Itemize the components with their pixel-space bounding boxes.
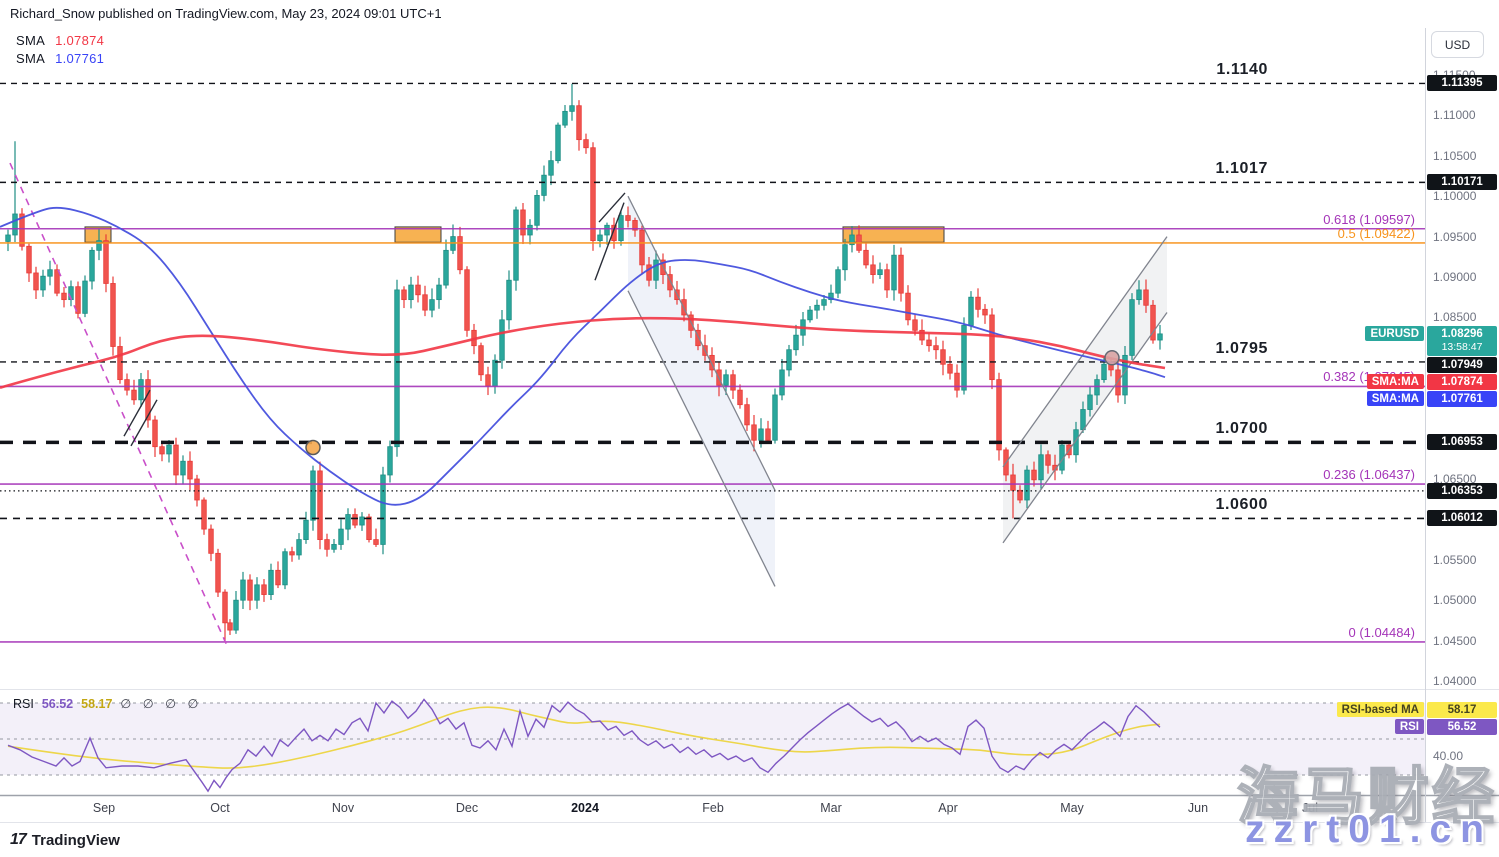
price-axis-badge: 1.11395 bbox=[1427, 75, 1497, 92]
time-axis-label: Dec bbox=[455, 801, 479, 815]
price-axis-tick: 1.09500 bbox=[1433, 229, 1477, 244]
time-axis-label: Apr bbox=[938, 801, 958, 815]
rsi-axis-badge: 58.17 bbox=[1427, 702, 1497, 718]
time-axis-label: Oct bbox=[210, 801, 230, 815]
rsi-axis-tick: 40.00 bbox=[1433, 749, 1464, 763]
sma-legend-row-1[interactable]: SMA 1.07874 bbox=[16, 33, 104, 48]
price-axis-badge: 1.06012 bbox=[1427, 510, 1497, 527]
price-axis-badge: 1.10171 bbox=[1427, 174, 1497, 191]
price-level-label: 1.1140 bbox=[1216, 61, 1268, 79]
price-level-label: 1.0600 bbox=[1215, 496, 1268, 514]
sma-legend-value: 1.07761 bbox=[55, 51, 105, 66]
price-axis-tick: 1.10000 bbox=[1433, 189, 1477, 204]
last-price-value: 1.08296 bbox=[1441, 327, 1483, 340]
rsi-legend-label: RSI bbox=[13, 697, 34, 711]
price-level-label: 1.0795 bbox=[1215, 339, 1268, 357]
series-price-flag: SMA:MA bbox=[1366, 391, 1424, 406]
currency-unit-button[interactable]: USD bbox=[1431, 31, 1484, 58]
time-axis-label: Sep bbox=[92, 801, 116, 815]
sma-legend-value: 1.07874 bbox=[55, 33, 105, 48]
rsi-ma-value: 58.17 bbox=[81, 697, 113, 711]
price-level-label: 1.0700 bbox=[1215, 420, 1268, 438]
watermark-site-url: zzrt01.cn bbox=[1245, 808, 1493, 851]
tradingview-brand-text: TradingView bbox=[31, 831, 120, 849]
series-price-flag: EURUSD bbox=[1365, 326, 1424, 341]
fib-level-label: 0.618 (1.09597) bbox=[1323, 211, 1415, 227]
rsi-axis-badge: 56.52 bbox=[1427, 719, 1497, 735]
sma-legend-label: SMA bbox=[16, 33, 46, 48]
time-axis-label: Feb bbox=[702, 801, 724, 815]
price-axis-tick: 1.08500 bbox=[1433, 310, 1477, 325]
bar-countdown-timer: 13:58:47 bbox=[1441, 340, 1483, 353]
price-axis-badge: 1.06353 bbox=[1427, 482, 1497, 499]
price-axis-badge: 1.06953 bbox=[1427, 434, 1497, 451]
price-level-label: 1.1017 bbox=[1215, 160, 1268, 178]
fib-level-label: 0.236 (1.06437) bbox=[1323, 467, 1415, 483]
fib-level-label: 0.5 (1.09422) bbox=[1337, 225, 1415, 241]
tradingview-logo[interactable]: 17 TradingView bbox=[10, 831, 120, 849]
series-price-flag: SMA:MA bbox=[1366, 374, 1424, 389]
price-axis-tick: 1.06500 bbox=[1433, 472, 1477, 486]
price-axis-tick: 1.04000 bbox=[1433, 674, 1477, 688]
time-axis-label: Nov bbox=[331, 801, 355, 815]
rsi-name-flag: RSI bbox=[1394, 719, 1424, 734]
tradingview-mark-icon: 17 bbox=[10, 831, 27, 848]
time-axis-label: May bbox=[1060, 801, 1084, 815]
rsi-value: 56.52 bbox=[41, 697, 74, 711]
rsi-name-flag: RSI-based MA bbox=[1336, 702, 1424, 717]
rsi-indicator-legend[interactable]: RSI 56.52 58.17 ∅ ∅ ∅ ∅ bbox=[13, 696, 202, 711]
price-axis-badge: 1.07874 bbox=[1427, 374, 1497, 390]
fib-level-label: 0 (1.04484) bbox=[1348, 624, 1416, 640]
rsi-empty-inputs: ∅ ∅ ∅ ∅ bbox=[120, 697, 203, 711]
price-axis-tick: 1.05000 bbox=[1433, 593, 1477, 608]
watermark-chinese-text: 海马财经 bbox=[1236, 759, 1497, 834]
last-price-badge: 1.08296 13:58:47 bbox=[1427, 325, 1497, 356]
price-axis-tick: 1.05500 bbox=[1433, 552, 1477, 567]
time-axis-label: Mar bbox=[820, 801, 842, 815]
price-axis-badge: 1.07761 bbox=[1427, 391, 1497, 407]
price-axis-tick: 1.04500 bbox=[1433, 633, 1477, 648]
price-axis-tick: 1.09000 bbox=[1433, 270, 1477, 284]
time-axis-label: Jul bbox=[1302, 801, 1318, 815]
sma-legend-label: SMA bbox=[16, 51, 46, 66]
sma-legend-row-2[interactable]: SMA 1.07761 bbox=[16, 51, 104, 66]
price-axis-badge: 1.07949 bbox=[1427, 357, 1497, 373]
price-axis-tick: 1.10500 bbox=[1433, 148, 1477, 163]
time-axis-label: 2024 bbox=[571, 801, 599, 815]
price-axis-tick: 1.11000 bbox=[1433, 108, 1476, 123]
publish-attribution-title: Richard_Snow published on TradingView.co… bbox=[10, 6, 442, 21]
time-axis-label: Jun bbox=[1187, 801, 1209, 815]
